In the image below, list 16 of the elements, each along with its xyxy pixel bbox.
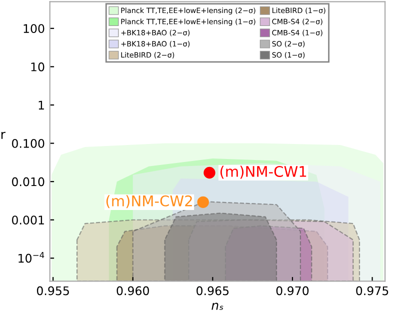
y-tick-label: 0.010: [12, 177, 44, 186]
y-tick-label: 1: [38, 100, 44, 110]
y-tick-label: 0.001: [12, 216, 44, 225]
x-tick-label: 0.955: [36, 286, 69, 296]
x-tick-label: 0.960: [116, 286, 149, 296]
y-tick-label: 100: [24, 24, 44, 34]
series-label: (m)NM-CW2: [106, 195, 192, 208]
x-tick-label: 0.970: [276, 286, 309, 296]
series-label: (m)NM-CW1: [220, 166, 306, 179]
y-tick-label: 10$^{−4}$: [18, 252, 44, 263]
x-tick-label: 0.975: [356, 286, 388, 296]
y-axis-title: r: [1, 132, 6, 139]
x-tick-label: 0.965: [196, 286, 229, 296]
y-tick-label: 0.100: [12, 139, 44, 148]
x-axis-title: nₛ: [212, 302, 224, 310]
y-tick-label: 10: [31, 62, 44, 72]
